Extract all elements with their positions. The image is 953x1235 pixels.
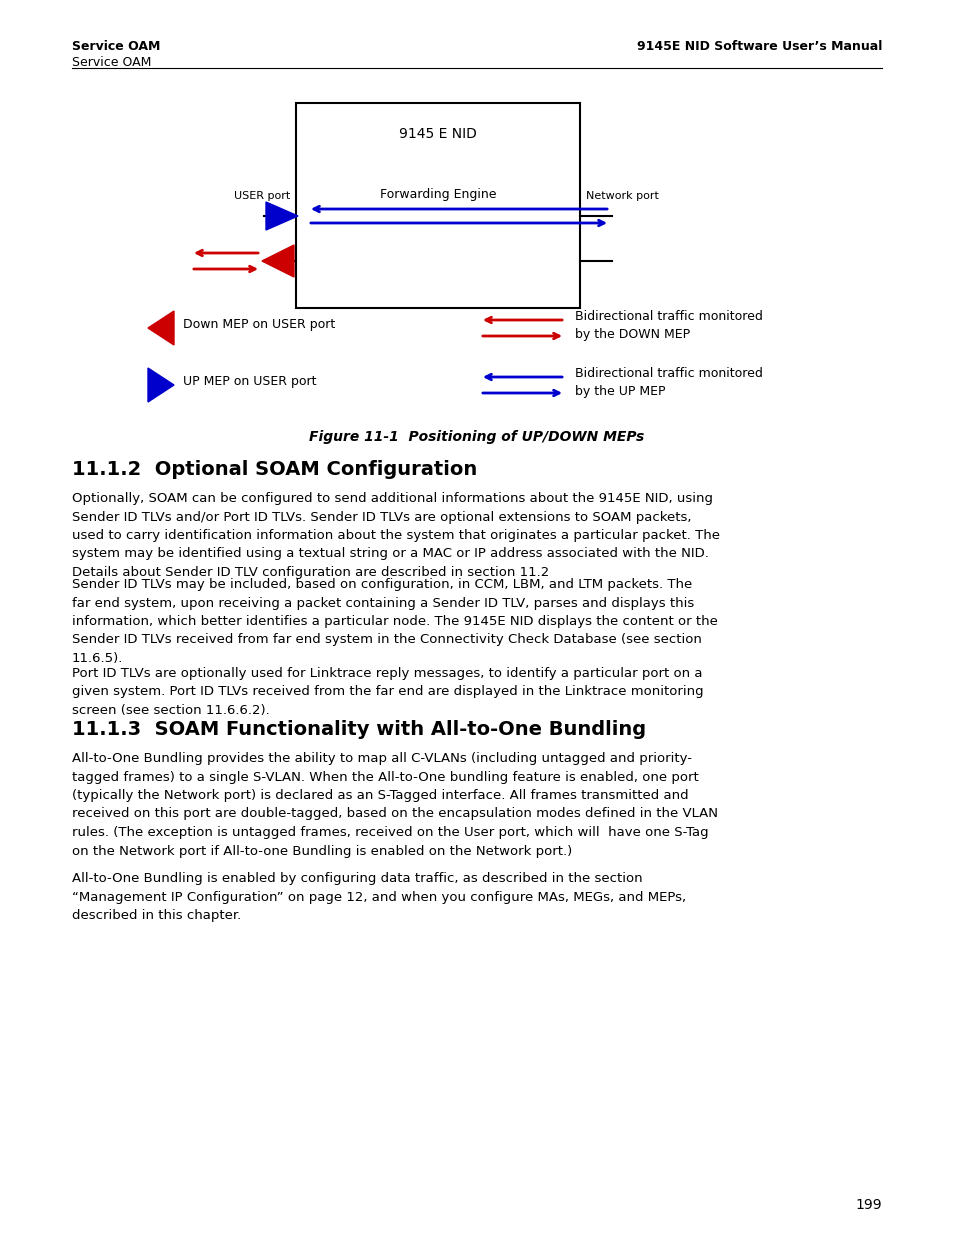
Text: Figure 11-1  Positioning of UP/DOWN MEPs: Figure 11-1 Positioning of UP/DOWN MEPs <box>309 430 644 445</box>
Text: 11.1.2  Optional SOAM Configuration: 11.1.2 Optional SOAM Configuration <box>71 459 476 479</box>
Text: Sender ID TLVs may be included, based on configuration, in CCM, LBM, and LTM pac: Sender ID TLVs may be included, based on… <box>71 578 717 664</box>
Text: 11.1.3  SOAM Functionality with All-to-One Bundling: 11.1.3 SOAM Functionality with All-to-On… <box>71 720 645 739</box>
Text: Forwarding Engine: Forwarding Engine <box>379 188 496 201</box>
Text: Network port: Network port <box>585 191 659 201</box>
Text: All-to-One Bundling provides the ability to map all C-VLANs (including untagged : All-to-One Bundling provides the ability… <box>71 752 718 857</box>
Bar <box>295 103 579 308</box>
Text: Port ID TLVs are optionally used for Linktrace reply messages, to identify a par: Port ID TLVs are optionally used for Lin… <box>71 667 703 718</box>
Text: Bidirectional traffic monitored
by the DOWN MEP: Bidirectional traffic monitored by the D… <box>575 310 762 341</box>
Text: 9145E NID Software User’s Manual: 9145E NID Software User’s Manual <box>636 40 882 53</box>
Text: 9145 E NID: 9145 E NID <box>398 127 476 141</box>
Polygon shape <box>148 368 173 403</box>
Polygon shape <box>266 203 297 230</box>
Text: USER port: USER port <box>233 191 290 201</box>
Text: Down MEP on USER port: Down MEP on USER port <box>183 317 335 331</box>
Polygon shape <box>262 245 294 277</box>
Text: Service OAM: Service OAM <box>71 56 152 69</box>
Text: Bidirectional traffic monitored
by the UP MEP: Bidirectional traffic monitored by the U… <box>575 367 762 398</box>
Text: UP MEP on USER port: UP MEP on USER port <box>183 375 316 388</box>
Text: Service OAM: Service OAM <box>71 40 160 53</box>
Polygon shape <box>148 311 173 345</box>
Text: Optionally, SOAM can be configured to send additional informations about the 914: Optionally, SOAM can be configured to se… <box>71 492 720 579</box>
Text: All-to-One Bundling is enabled by configuring data traffic, as described in the : All-to-One Bundling is enabled by config… <box>71 872 685 923</box>
Text: 199: 199 <box>855 1198 882 1212</box>
